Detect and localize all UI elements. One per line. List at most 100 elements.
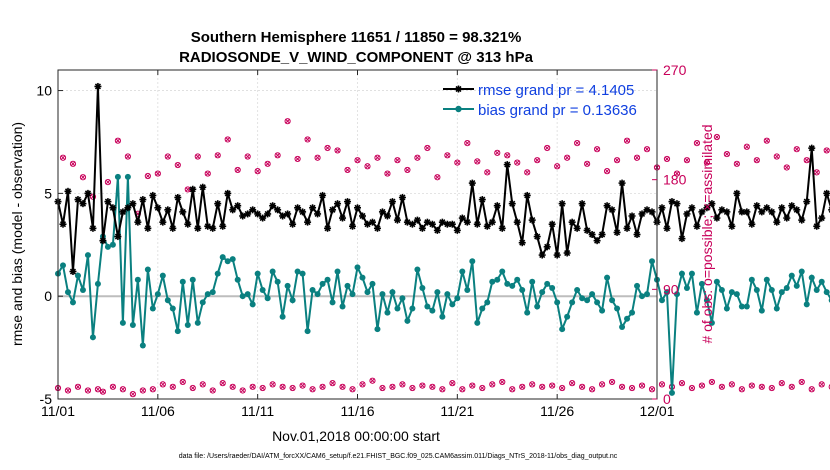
possible-obs-point [409,384,416,392]
possible-obs-point [294,155,301,163]
bias-point [574,287,581,294]
possible-obs-point [169,383,176,390]
bias-point [124,173,131,180]
bias-point [514,276,521,283]
bias-point [364,289,371,296]
possible-obs-point [778,380,785,387]
bias-point [74,272,81,279]
possible-obs-point [718,383,725,390]
possible-obs-point [354,157,361,164]
possible-obs-point [818,381,825,388]
bias-point [144,266,151,273]
bias-point [609,297,616,304]
rmse-point [503,161,511,169]
bias-point [479,305,486,312]
bias-point [449,301,456,308]
bias-point [529,278,536,285]
rmse-point [793,206,801,214]
possible-obs-point [459,386,466,393]
bias-point [209,289,216,296]
possible-obs-point [519,383,526,390]
possible-obs-point [623,137,631,144]
bias-point [823,289,830,296]
possible-obs-point [494,149,501,156]
bias-point [384,309,391,316]
bias-point [114,173,121,180]
rmse-point [513,218,521,226]
bias-series-layer [55,173,830,396]
possible-obs-point [399,381,406,388]
possible-obs-point [688,384,696,392]
possible-obs-point [803,157,810,164]
x-tick-label: 11/06 [141,403,175,419]
bias-point [698,280,705,287]
rmse-point [249,206,257,214]
bias-point [444,291,451,298]
possible-obs-point [484,169,491,176]
rmse-point [753,202,761,210]
possible-obs-point [758,383,765,390]
possible-obs-point [339,383,346,390]
possible-obs-point [569,380,576,387]
rmse-point [378,208,386,216]
possible-obs-point [783,164,790,171]
bias-point [399,295,406,302]
possible-obs-point [379,384,386,392]
possible-obs-point [59,154,67,161]
rmse-point [219,222,227,230]
possible-obs-point [793,146,800,153]
possible-obs-point [708,378,716,386]
possible-obs-point [608,378,616,386]
bias-point [424,303,431,310]
rmse-point [119,208,127,216]
bias-point [673,291,680,298]
possible-obs-point [129,391,136,398]
bias-point [174,328,181,335]
rmse-point [114,233,122,241]
grid-layer [58,70,657,399]
rmse-point [309,204,317,212]
bias-point [703,297,710,304]
bias-point [259,287,266,294]
possible-obs-point [144,172,151,180]
possible-obs-point [808,386,815,393]
bias-point [678,270,685,277]
legend-rmse-label: rmse grand pr = 4.1405 [478,82,634,99]
possible-obs-point [264,160,271,167]
rmse-point [324,224,332,232]
bias-series-line [57,176,830,393]
bias-point [344,282,351,289]
bias-point [594,299,601,306]
bias-point [599,307,606,314]
bias-point [469,258,476,265]
bias-point [668,389,675,396]
possible-obs-point [239,387,246,394]
rmse-point [568,218,576,226]
possible-obs-point [514,159,521,166]
possible-obs-point [584,160,591,167]
possible-obs-point [678,380,686,387]
rmse-point [139,196,147,204]
rmse-point [408,220,416,228]
possible-obs-point [574,140,581,147]
bias-point [154,291,161,298]
rmse-point [808,144,816,152]
bias-point [379,291,386,298]
rmse-point [533,233,541,241]
bias-point [788,272,795,279]
possible-obs-point [139,387,146,394]
bias-point [294,268,301,275]
possible-obs-point [359,381,366,388]
right-tick-label: 270 [663,62,687,78]
possible-obs-point [544,144,551,152]
bias-point [269,268,276,275]
bias-point [504,280,511,287]
bias-point [524,309,531,316]
possible-obs-point [219,380,226,387]
possible-obs-point [229,383,236,390]
rmse-point [773,218,781,226]
x-tick-label: 12/01 [639,403,674,419]
rmse-point [613,228,621,236]
